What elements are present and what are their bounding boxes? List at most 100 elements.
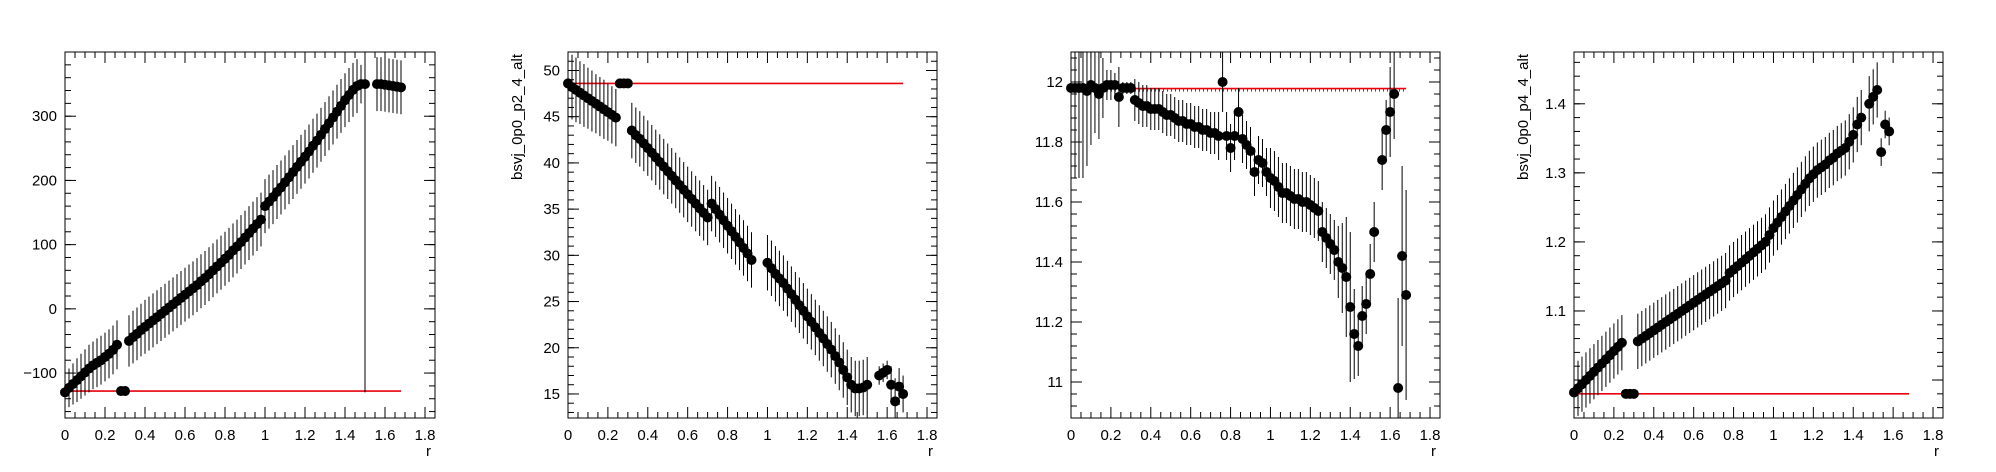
data-point bbox=[1365, 269, 1376, 279]
plot-frame bbox=[1573, 51, 1944, 419]
y-tick-label: 1.3 bbox=[1545, 165, 1566, 182]
data-point bbox=[1349, 329, 1360, 339]
data-point bbox=[396, 82, 406, 93]
data-point bbox=[862, 379, 873, 390]
data-point bbox=[1856, 112, 1867, 123]
x-tick-label: 0.4 bbox=[1140, 427, 1161, 444]
x-tick-label: 0.8 bbox=[215, 427, 236, 444]
data-point bbox=[1876, 147, 1887, 158]
data-point bbox=[1113, 92, 1124, 102]
data-point bbox=[1245, 146, 1256, 156]
y-tick-label: 30 bbox=[543, 247, 560, 264]
data-point bbox=[1341, 272, 1352, 282]
panel-3: 0 0.2 0.4 0.6 0.8 1 1.2 1.4 1.6 1.8r1111.211.411.… bbox=[1035, 51, 1441, 460]
x-axis-label: r bbox=[1431, 443, 1436, 460]
data-point bbox=[1616, 337, 1627, 348]
y-tick-label: 1.1 bbox=[1545, 303, 1566, 320]
data-point bbox=[838, 364, 849, 375]
y-axis-label: bsvj_0p0_p2_4_alt bbox=[509, 53, 526, 180]
data-point bbox=[890, 396, 901, 407]
y-tick-label: −100 bbox=[23, 365, 57, 382]
y-tick-label: 20 bbox=[543, 340, 560, 357]
y-tick-label: 35 bbox=[543, 201, 560, 218]
x-tick-label: 0.6 bbox=[1180, 427, 1201, 444]
data-point bbox=[1353, 341, 1364, 351]
data-point bbox=[1313, 206, 1324, 216]
data-point bbox=[1401, 290, 1412, 300]
x-tick-label: 1.8 bbox=[415, 427, 436, 444]
x-tick-label: 1.4 bbox=[1340, 427, 1361, 444]
y-tick-label: 25 bbox=[543, 294, 560, 311]
x-tick-label: 1.8 bbox=[917, 427, 938, 444]
y-axis-label: bsvj_0p0_p4_4_alt bbox=[1515, 53, 1532, 180]
data-point bbox=[1233, 107, 1244, 117]
data-point bbox=[898, 388, 909, 399]
data-point bbox=[886, 379, 897, 390]
data-point bbox=[360, 79, 370, 90]
y-tick-label: 50 bbox=[543, 62, 560, 79]
data-point bbox=[1361, 299, 1372, 309]
data-point bbox=[112, 339, 122, 350]
data-point bbox=[746, 254, 757, 265]
data-point bbox=[1345, 302, 1356, 312]
data-point bbox=[702, 212, 713, 223]
y-tick-label: 15 bbox=[543, 386, 560, 403]
data-point bbox=[1257, 158, 1268, 168]
plot-frame bbox=[1070, 51, 1441, 419]
data-point bbox=[1329, 245, 1340, 255]
x-tick-label: 1.4 bbox=[1843, 427, 1864, 444]
plot-frame bbox=[567, 51, 938, 419]
x-tick-label: 1.4 bbox=[335, 427, 356, 444]
x-tick-label: 0.2 bbox=[95, 427, 116, 444]
panel-2: 0 0.2 0.4 0.6 0.8 1 1.2 1.4 1.6 1.8r 15 20 25 30 35 40 4… bbox=[509, 51, 938, 460]
y-tick-label: 11 bbox=[1047, 374, 1063, 391]
data-point bbox=[894, 381, 905, 392]
x-tick-label: 0.2 bbox=[1100, 427, 1121, 444]
data-point bbox=[1628, 388, 1639, 399]
data-point bbox=[256, 214, 266, 225]
data-point bbox=[842, 372, 853, 383]
x-tick-label: 0.6 bbox=[175, 427, 196, 444]
y-tick-label: 12 bbox=[1046, 74, 1063, 91]
data-point bbox=[1229, 131, 1240, 141]
x-tick-label: 1.6 bbox=[1883, 427, 1904, 444]
x-tick-label: 1 bbox=[1769, 427, 1777, 444]
x-tick-label: 1.6 bbox=[375, 427, 396, 444]
data-point bbox=[622, 78, 633, 89]
x-tick-label: 0 bbox=[1570, 427, 1578, 444]
x-tick-label: 0.8 bbox=[717, 427, 738, 444]
x-tick-label: 0 bbox=[1067, 427, 1075, 444]
data-point bbox=[1848, 129, 1859, 140]
data-point bbox=[1389, 89, 1400, 99]
y-tick-label: 40 bbox=[543, 155, 560, 172]
x-tick-label: 1.6 bbox=[877, 427, 898, 444]
data-point bbox=[1884, 126, 1895, 137]
x-tick-label: 1.6 bbox=[1380, 427, 1401, 444]
y-tick-label: 100 bbox=[32, 237, 57, 254]
plot-frame bbox=[64, 51, 436, 419]
x-axis-label: r bbox=[928, 443, 933, 460]
x-tick-label: 1.2 bbox=[1300, 427, 1321, 444]
y-tick-label: 11.2 bbox=[1035, 314, 1063, 331]
x-tick-label: 1.2 bbox=[797, 427, 818, 444]
data-point bbox=[1357, 311, 1368, 321]
x-tick-label: 1.8 bbox=[1420, 427, 1441, 444]
y-tick-label: 0 bbox=[49, 301, 57, 318]
y-tick-label: 1.2 bbox=[1545, 234, 1566, 251]
data-point bbox=[1225, 143, 1236, 153]
x-tick-label: 1 bbox=[1266, 427, 1274, 444]
x-tick-label: 1.4 bbox=[837, 427, 858, 444]
data-point bbox=[1381, 125, 1392, 135]
data-point bbox=[1393, 383, 1404, 393]
x-tick-label: 0 bbox=[564, 427, 572, 444]
data-point bbox=[882, 364, 893, 375]
x-axis-label: r bbox=[426, 443, 431, 460]
data-point bbox=[1872, 84, 1883, 95]
data-point bbox=[610, 112, 621, 123]
x-tick-label: 0.6 bbox=[677, 427, 698, 444]
y-tick-label: 11.4 bbox=[1035, 254, 1063, 271]
x-tick-label: 1.2 bbox=[295, 427, 316, 444]
data-point bbox=[1213, 131, 1224, 141]
data-point bbox=[1217, 77, 1228, 87]
panel-4: 0 0.2 0.4 0.6 0.8 1 1.2 1.4 1.6 1.8r 1.1 1.2 1.3 1.4 b… bbox=[1515, 51, 1944, 460]
